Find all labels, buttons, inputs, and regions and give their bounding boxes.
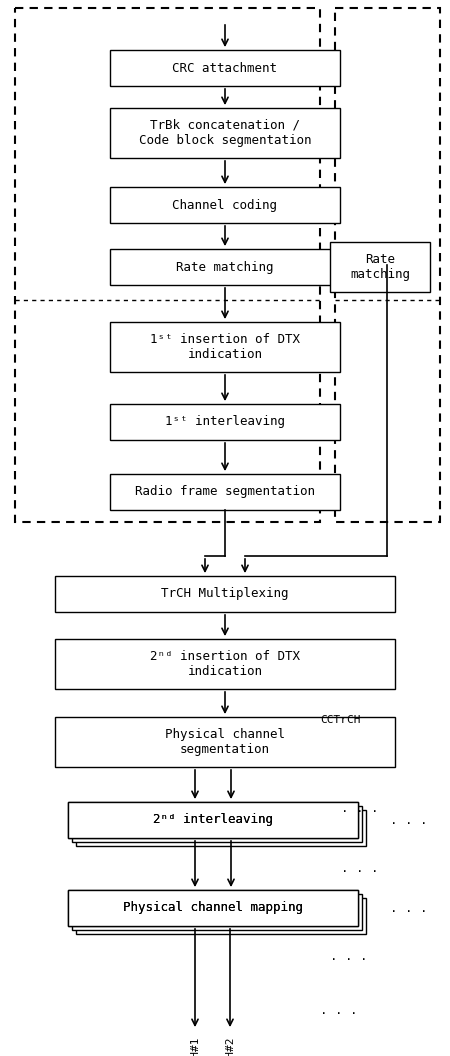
Text: Channel coding: Channel coding bbox=[172, 199, 278, 211]
Text: TrCH Multiplexing: TrCH Multiplexing bbox=[161, 587, 289, 601]
Text: . . .: . . . bbox=[320, 1003, 357, 1017]
Text: . . .: . . . bbox=[390, 813, 427, 827]
Bar bbox=[15, 8, 320, 522]
Bar bbox=[76, 810, 366, 846]
Bar bbox=[110, 108, 340, 158]
Text: 2ⁿᵈ insertion of DTX
indication: 2ⁿᵈ insertion of DTX indication bbox=[150, 650, 300, 678]
Text: Physical channel mapping: Physical channel mapping bbox=[123, 902, 303, 914]
Bar bbox=[55, 717, 395, 767]
Bar bbox=[68, 890, 358, 926]
Text: PhCH#1: PhCH#1 bbox=[190, 1035, 200, 1056]
Bar bbox=[68, 802, 358, 838]
Text: . . .: . . . bbox=[341, 802, 379, 814]
Text: . . .: . . . bbox=[390, 902, 427, 914]
Text: TrBk concatenation /
Code block segmentation: TrBk concatenation / Code block segmenta… bbox=[139, 119, 311, 147]
Text: 1ˢᵗ interleaving: 1ˢᵗ interleaving bbox=[165, 415, 285, 429]
Bar bbox=[72, 894, 362, 930]
Text: 1ˢᵗ insertion of DTX
indication: 1ˢᵗ insertion of DTX indication bbox=[150, 333, 300, 361]
Text: . . .: . . . bbox=[341, 862, 379, 874]
Bar bbox=[68, 802, 358, 838]
Bar bbox=[68, 890, 358, 926]
Text: 2ⁿᵈ interleaving: 2ⁿᵈ interleaving bbox=[153, 813, 273, 827]
Text: . . .: . . . bbox=[330, 949, 368, 962]
Text: Rate
matching: Rate matching bbox=[350, 253, 410, 281]
Bar bbox=[110, 474, 340, 510]
Bar bbox=[55, 576, 395, 612]
Text: Physical channel mapping: Physical channel mapping bbox=[123, 902, 303, 914]
Text: Radio frame segmentation: Radio frame segmentation bbox=[135, 486, 315, 498]
Bar bbox=[330, 242, 430, 293]
Bar bbox=[55, 639, 395, 689]
Text: 2ⁿᵈ interleaving: 2ⁿᵈ interleaving bbox=[153, 813, 273, 827]
Bar bbox=[110, 404, 340, 440]
Bar bbox=[110, 187, 340, 223]
Bar bbox=[76, 898, 366, 934]
Text: Physical channel
segmentation: Physical channel segmentation bbox=[165, 728, 285, 756]
Text: CCTrCH: CCTrCH bbox=[320, 715, 360, 725]
Bar bbox=[110, 249, 340, 285]
Text: CRC attachment: CRC attachment bbox=[172, 61, 278, 75]
Bar bbox=[335, 8, 440, 522]
Bar bbox=[72, 806, 362, 842]
Text: Rate matching: Rate matching bbox=[176, 261, 274, 274]
Bar bbox=[110, 50, 340, 86]
Bar bbox=[110, 322, 340, 372]
Text: PhCH#2: PhCH#2 bbox=[225, 1035, 235, 1056]
